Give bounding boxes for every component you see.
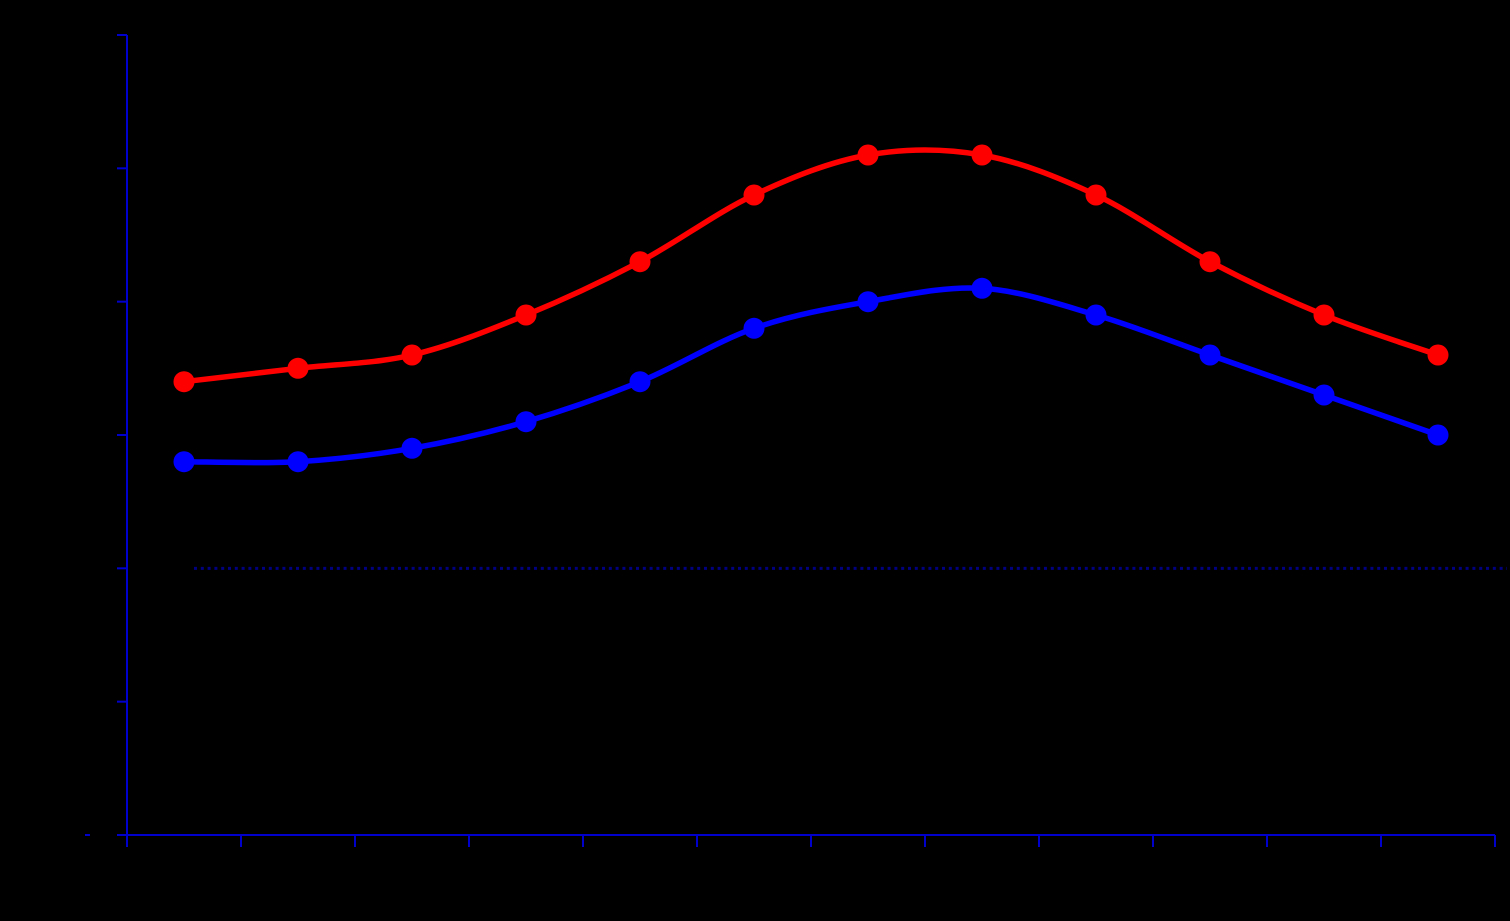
blue-series-marker-12 [1427,424,1449,446]
blue-series-marker-2 [287,451,309,473]
red-series-marker-2 [287,357,309,379]
red-series-line [181,147,1441,385]
red-series-marker-5 [629,251,651,273]
blue-series-marker-1 [173,451,195,473]
blue-series-marker-8 [971,277,993,299]
red-series-marker-6 [743,184,765,206]
blue-series-marker-6 [743,317,765,339]
red-series-marker-1 [173,371,195,393]
blue-series-line [181,285,1441,466]
red-series-marker-9 [1085,184,1107,206]
red-series-marker-3 [401,344,423,366]
red-series-marker-8 [971,144,993,166]
red-series-marker-12 [1427,344,1449,366]
red-series-marker-4 [515,304,537,326]
red-series-marker-11 [1313,304,1335,326]
red-series-marker-10 [1199,251,1221,273]
blue-series-marker-10 [1199,344,1221,366]
blue-series-marker-4 [515,411,537,433]
blue-series-marker-7 [857,291,879,313]
blue-series-marker-3 [401,437,423,459]
blue-series-marker-5 [629,371,651,393]
red-series-marker-7 [857,144,879,166]
blue-series-marker-11 [1313,384,1335,406]
blue-series-marker-9 [1085,304,1107,326]
